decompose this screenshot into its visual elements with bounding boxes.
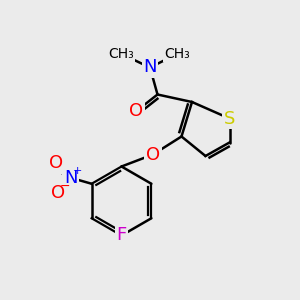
Text: O: O xyxy=(129,102,144,120)
Text: O: O xyxy=(49,154,63,172)
Text: S: S xyxy=(224,110,235,128)
Text: O: O xyxy=(146,146,160,164)
Text: F: F xyxy=(116,226,127,244)
Text: O: O xyxy=(51,184,65,202)
Text: N: N xyxy=(64,169,77,187)
Text: +: + xyxy=(73,166,82,176)
Text: CH₃: CH₃ xyxy=(109,47,134,61)
Text: CH₃: CH₃ xyxy=(164,47,190,61)
Text: −: − xyxy=(59,180,70,193)
Text: N: N xyxy=(143,58,157,76)
